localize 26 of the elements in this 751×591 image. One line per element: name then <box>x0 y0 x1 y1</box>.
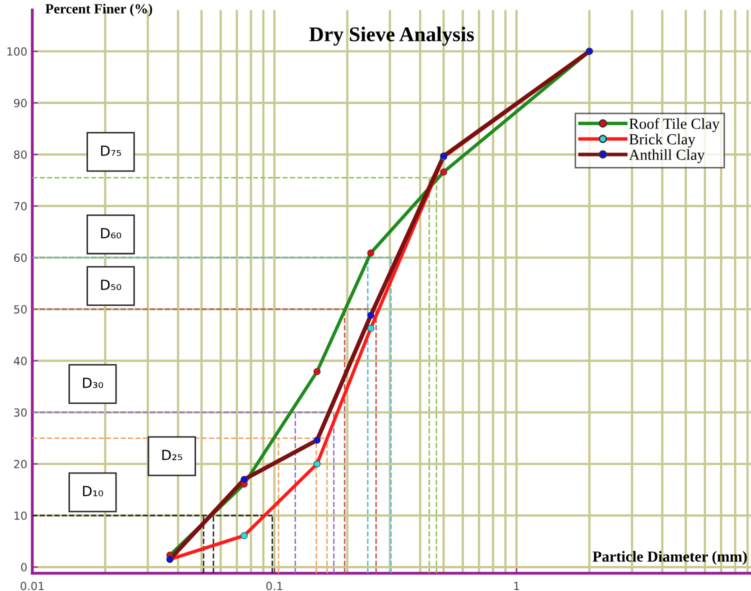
y-tick-label: 40 <box>14 356 27 366</box>
y-tick-label: 30 <box>14 408 27 417</box>
x-axis-title: Particle Diameter (mm) <box>592 550 747 565</box>
y-tick-label: 90 <box>14 98 27 108</box>
x-tick-label: 0.1 <box>266 582 282 590</box>
legend-label: Brick Clay <box>629 134 696 148</box>
y-tick-label: 20 <box>14 460 27 468</box>
ref-line-label: D₅₀ <box>101 280 122 290</box>
y-tick-label: 10 <box>14 511 27 520</box>
ref-line-label: D₁₀ <box>83 486 104 496</box>
ref-line-label: D₆₀ <box>101 228 122 238</box>
y-tick-label: 0 <box>21 563 27 572</box>
text: Dry Sieve Analysis <box>309 26 474 46</box>
y-axis-title: Percent Finer (%) <box>45 4 152 16</box>
legend-label: Roof Tile Clay <box>629 118 720 132</box>
y-tick-label: 60 <box>14 254 27 262</box>
y-tick-label: 70 <box>14 202 27 210</box>
y-tick-label: 80 <box>14 150 27 159</box>
x-tick-label: 0.01 <box>20 582 44 590</box>
x-tick-label: 1 <box>514 582 520 590</box>
ref-line-label: D₇₅ <box>101 146 121 156</box>
y-tick-label: 50 <box>14 305 27 314</box>
ref-line-label: D₂₅ <box>162 450 182 460</box>
ref-line-label: D₃₀ <box>83 378 104 388</box>
legend-label: Anthill Clay <box>628 149 705 164</box>
y-tick-label: 100 <box>7 47 27 56</box>
